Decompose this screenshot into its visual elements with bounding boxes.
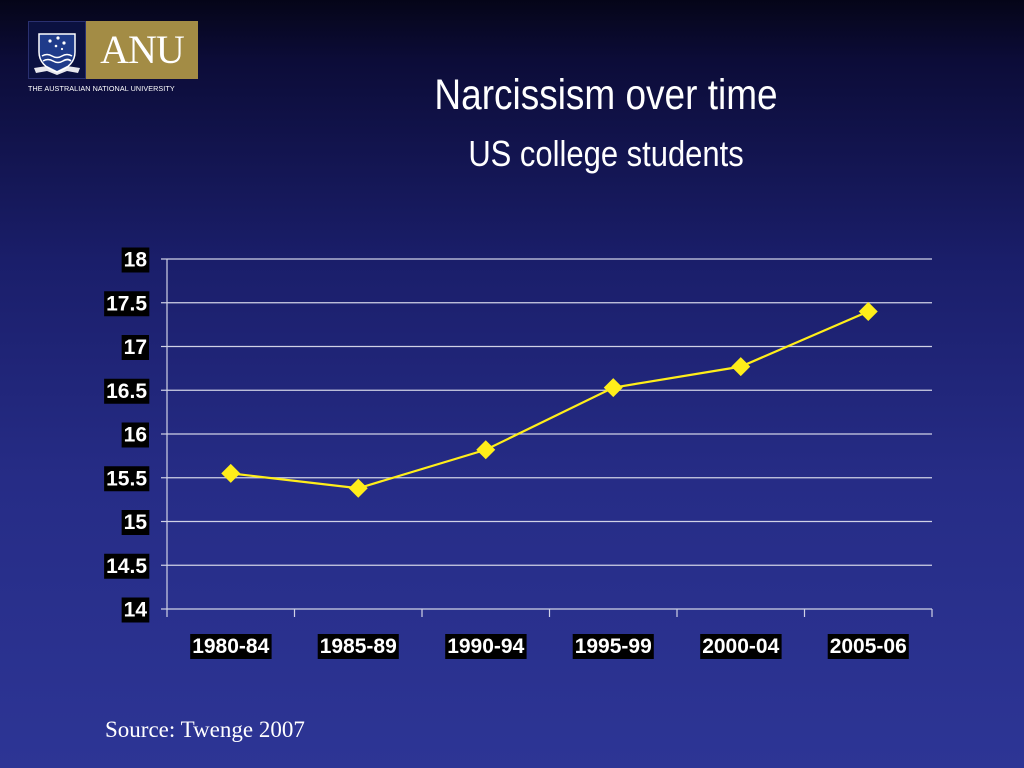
svg-text:14.5: 14.5 xyxy=(106,555,147,578)
anu-logo: ANU THE AUSTRALIAN NATIONAL UNIVERSITY xyxy=(28,21,200,93)
svg-text:16: 16 xyxy=(124,424,147,447)
x-tick-labels: 1980-84 1985-89 1990-94 1995-99 2000-04 2005-… xyxy=(190,634,909,659)
y-tick-label: 18 xyxy=(121,247,150,273)
svg-text:15: 15 xyxy=(124,511,148,534)
data-point-marker xyxy=(476,440,496,460)
data-point-marker xyxy=(348,478,368,498)
svg-text:15.5: 15.5 xyxy=(106,467,147,490)
gridlines xyxy=(167,258,932,566)
svg-text:18: 18 xyxy=(124,249,148,272)
svg-text:17.5: 17.5 xyxy=(106,292,147,315)
anu-wordmark: ANU xyxy=(100,27,185,72)
x-tick-label: 1990-94 xyxy=(445,634,527,659)
series-line xyxy=(230,310,869,490)
y-tick-labels: 14 14.5 15 15.5 16 16.5 17 17.5 18 xyxy=(104,247,150,623)
svg-text:1985-89: 1985-89 xyxy=(320,635,397,658)
slide-title: Narcissism over time xyxy=(434,71,778,119)
svg-text:17: 17 xyxy=(124,336,147,359)
university-name: THE AUSTRALIAN NATIONAL UNIVERSITY xyxy=(28,84,175,93)
svg-text:1990-94: 1990-94 xyxy=(447,635,524,658)
y-tick-label: 15 xyxy=(121,510,150,535)
source-citation: Source: Twenge 2007 xyxy=(105,717,305,742)
data-point-marker xyxy=(221,463,241,483)
anu-wordmark-box: ANU xyxy=(86,21,198,79)
y-tick-label: 14 xyxy=(121,597,150,623)
svg-text:2005-06: 2005-06 xyxy=(830,635,907,658)
data-point-marker xyxy=(858,302,878,321)
y-tick-label: 16.5 xyxy=(104,378,150,404)
y-tick-label: 15.5 xyxy=(104,466,150,492)
svg-text:2000-04: 2000-04 xyxy=(702,635,779,658)
x-tick-label: 2005-06 xyxy=(827,634,909,659)
y-tick-label: 17.5 xyxy=(104,291,150,317)
y-tick-label: 17 xyxy=(121,335,149,360)
svg-text:1995-99: 1995-99 xyxy=(575,635,652,658)
svg-text:14: 14 xyxy=(124,599,148,622)
data-series xyxy=(221,302,878,498)
x-tick-label: 1995-99 xyxy=(572,634,654,659)
x-tick-label: 1980-84 xyxy=(190,634,272,659)
svg-text:16.5: 16.5 xyxy=(106,380,147,403)
data-point-marker xyxy=(731,357,751,377)
svg-text:1980-84: 1980-84 xyxy=(192,635,269,658)
y-tick-label: 16 xyxy=(121,422,149,448)
slide-subtitle: US college students xyxy=(468,133,744,174)
university-crest-icon xyxy=(28,21,86,79)
x-tick-label: 2000-04 xyxy=(700,634,782,659)
x-tick-label: 1985-89 xyxy=(317,634,399,659)
axes xyxy=(161,258,933,617)
data-point-marker xyxy=(603,378,623,398)
y-tick-label: 14.5 xyxy=(104,553,150,579)
